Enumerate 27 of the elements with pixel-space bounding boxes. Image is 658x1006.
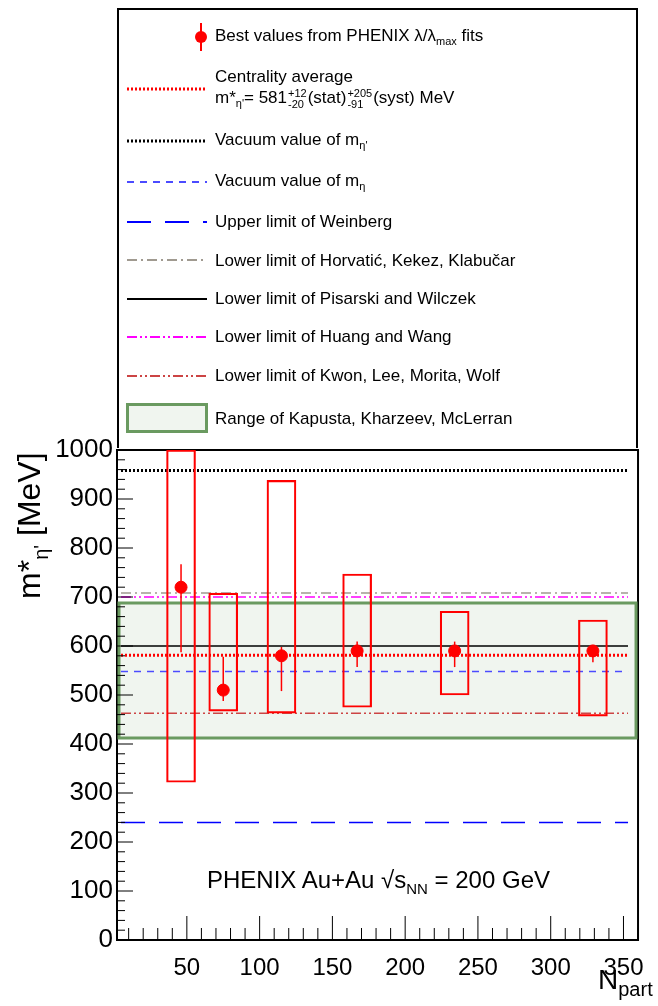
legend-label: Vacuum value of m$_{η'}$: [215, 128, 368, 153]
y-tick-label: 900: [69, 482, 113, 513]
x-tick-label: 250: [457, 953, 498, 981]
y-tick-label: 300: [69, 776, 113, 807]
annotation: PHENIX Au+Au √s$_{NN}$ = 200 GeV: [206, 866, 551, 897]
x-tick-label: 200: [385, 953, 426, 981]
y-tick-label: 200: [69, 825, 113, 856]
legend-label: Lower limit of Pisarski and Wilczek: [215, 288, 476, 310]
x-tick-label: 150: [312, 953, 353, 981]
legend-label: Range of Kapusta, Kharzeev, McLerran: [215, 407, 513, 429]
y-tick-label: 100: [69, 874, 113, 905]
legend-label: Lower limit of Kwon, Lee, Morita, Wolf: [215, 364, 501, 387]
legend-label: Lower limit of Horvatić, Kekez, Klabučar: [215, 249, 516, 271]
y-tick-label: 700: [69, 580, 113, 611]
legend-label: Lower limit of Huang and Wang: [215, 326, 452, 348]
legend-label: Vacuum value of m$_{η}$: [215, 169, 366, 194]
legend-label: Upper limit of Weinberg: [215, 211, 393, 233]
x-tick-label: 50: [173, 953, 201, 981]
y-tick-label: 500: [69, 678, 113, 709]
y-tick-label: 400: [69, 727, 113, 758]
legend-label: Best values from PHENIX λ/λ$_{max}$ fits: [215, 24, 484, 49]
y-tick-label: 1000: [55, 433, 113, 464]
y-tick-label: 0: [98, 923, 113, 954]
y-tick-label: 600: [69, 629, 113, 660]
x-tick-label: 300: [530, 953, 571, 981]
x-tick-label: 100: [239, 953, 280, 981]
y-tick-label: 800: [69, 531, 113, 562]
